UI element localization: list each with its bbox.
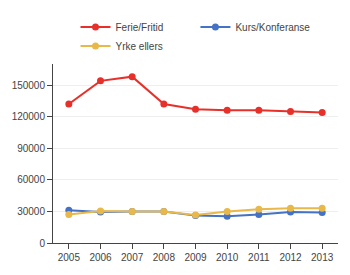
svg-text:2005: 2005 <box>58 252 81 263</box>
svg-text:Yrke ellers: Yrke ellers <box>116 41 163 52</box>
svg-text:2008: 2008 <box>153 252 176 263</box>
svg-text:2012: 2012 <box>279 252 302 263</box>
svg-text:2007: 2007 <box>121 252 144 263</box>
svg-text:0: 0 <box>39 238 45 249</box>
svg-text:2010: 2010 <box>216 252 239 263</box>
svg-text:2013: 2013 <box>311 252 334 263</box>
svg-text:Ferie/Fritid: Ferie/Fritid <box>116 22 164 33</box>
svg-text:120000: 120000 <box>12 111 46 122</box>
svg-text:2011: 2011 <box>248 252 270 263</box>
svg-text:60000: 60000 <box>17 174 45 185</box>
svg-text:90000: 90000 <box>17 143 45 154</box>
svg-text:30000: 30000 <box>17 206 45 217</box>
svg-text:Kurs/Konferanse: Kurs/Konferanse <box>235 22 310 33</box>
svg-text:2006: 2006 <box>89 252 112 263</box>
svg-text:2009: 2009 <box>184 252 207 263</box>
svg-text:150000: 150000 <box>12 80 46 91</box>
